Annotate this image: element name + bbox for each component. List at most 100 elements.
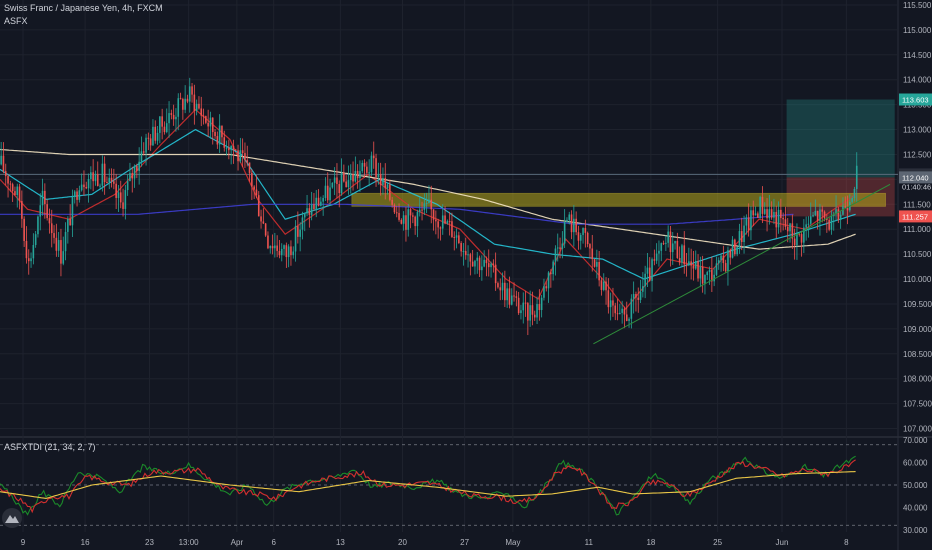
- candle-body: [474, 260, 476, 267]
- oscillator-indicator-label[interactable]: ASFXTDI (21, 34, 2, 7): [4, 442, 96, 452]
- candle-body: [609, 300, 612, 308]
- candle-body: [32, 244, 35, 259]
- candle-body: [149, 138, 152, 146]
- candle-body: [543, 286, 545, 298]
- candle-body: [816, 210, 819, 222]
- candle-body: [515, 296, 518, 298]
- candle-body: [839, 214, 842, 221]
- y-tick-label: 110.000: [903, 275, 932, 284]
- candle-body: [823, 211, 826, 219]
- candle-body: [570, 214, 573, 233]
- candle-body: [835, 209, 837, 214]
- candle-body: [154, 126, 157, 141]
- candle-body: [494, 264, 497, 284]
- candle-body: [101, 163, 104, 186]
- y-tick-label: 107.500: [903, 400, 932, 409]
- candle-body: [793, 238, 796, 246]
- candle-body: [658, 250, 660, 254]
- y-tick-label: 115.500: [903, 1, 932, 10]
- candle-body: [773, 211, 775, 218]
- x-tick-label: 25: [713, 538, 722, 547]
- candle-body: [37, 216, 39, 235]
- candle-body: [508, 288, 511, 305]
- candle-body: [510, 295, 513, 305]
- candle-body: [303, 213, 306, 218]
- candle-body: [156, 132, 159, 141]
- candle-body: [414, 216, 416, 227]
- candle-body: [53, 233, 55, 238]
- take-profit-price-tag-bg: [899, 93, 932, 106]
- x-tick-label: May: [505, 538, 520, 547]
- candle-body: [366, 166, 368, 173]
- candle-body: [136, 165, 138, 171]
- y-tick-label: 110.500: [903, 250, 932, 259]
- chart-symbol-title[interactable]: Swiss Franc / Japanese Yen, 4h, FXCM: [4, 3, 163, 13]
- candle-body: [711, 269, 713, 282]
- candle-body: [729, 250, 732, 258]
- candle-body: [57, 240, 60, 251]
- candle-body: [451, 221, 453, 237]
- candle-body: [347, 180, 350, 188]
- candle-body: [501, 282, 504, 291]
- candle-body: [255, 189, 258, 196]
- candle-body: [405, 215, 407, 230]
- candle-body: [216, 136, 219, 145]
- candle-body: [573, 218, 575, 233]
- candle-body: [85, 187, 88, 189]
- candle-body: [777, 209, 780, 228]
- candle-body: [786, 226, 789, 232]
- candle-body: [621, 308, 623, 313]
- candle-body: [193, 94, 196, 112]
- candle-body: [264, 223, 267, 236]
- candle-body: [228, 147, 230, 151]
- candle-body: [699, 266, 702, 279]
- candle-body: [513, 295, 515, 297]
- oscillator-line: [0, 455, 856, 516]
- candle-body: [326, 185, 329, 201]
- candle-body: [356, 170, 359, 179]
- y-tick-label: 111.000: [903, 225, 931, 234]
- candle-body: [379, 174, 382, 186]
- candle-body: [83, 184, 85, 188]
- candle-body: [21, 201, 23, 219]
- moving-average-line: [0, 148, 856, 250]
- candle-body: [416, 211, 419, 227]
- candle-body: [671, 243, 674, 253]
- candle-body: [271, 246, 274, 249]
- candle-body: [600, 280, 603, 290]
- candle-body: [844, 206, 847, 209]
- candle-body: [789, 223, 791, 232]
- candle-body: [805, 224, 807, 228]
- tradingview-logo[interactable]: [2, 508, 22, 528]
- candle-body: [812, 215, 814, 217]
- main-indicator-label[interactable]: ASFX: [4, 16, 28, 26]
- candle-body: [616, 313, 619, 315]
- candle-body: [386, 184, 389, 189]
- candle-body: [697, 261, 699, 279]
- candle-body: [648, 267, 651, 281]
- candle-body: [145, 137, 147, 153]
- candle-body: [453, 236, 456, 238]
- candle-body: [67, 218, 69, 232]
- candle-body: [336, 177, 338, 185]
- candle-body: [115, 183, 117, 198]
- candle-body: [554, 248, 557, 262]
- candle-body: [669, 231, 672, 253]
- candle-body: [428, 199, 430, 204]
- candle-body: [809, 216, 812, 224]
- candle-body: [455, 235, 458, 238]
- candle-body: [11, 184, 14, 192]
- candle-body: [533, 314, 536, 318]
- candle-body: [191, 86, 193, 95]
- candle-body: [60, 240, 62, 264]
- candle-body: [635, 294, 637, 298]
- candle-body: [377, 174, 380, 178]
- candle-body: [704, 274, 706, 284]
- candle-body: [69, 218, 71, 226]
- candle-body: [796, 233, 798, 246]
- x-tick-label: 13:00: [179, 538, 200, 547]
- candle-body: [478, 257, 481, 271]
- candle-body: [830, 215, 833, 230]
- candle-body: [605, 281, 607, 291]
